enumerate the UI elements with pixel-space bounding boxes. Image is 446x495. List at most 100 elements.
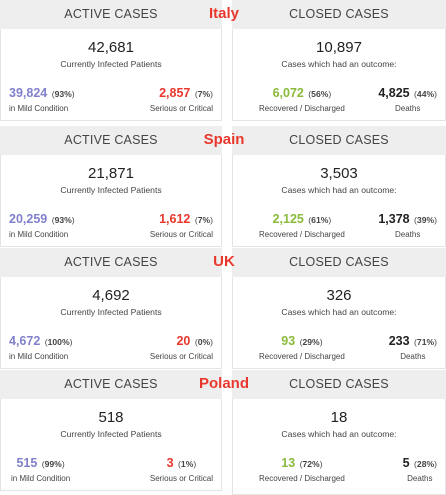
deaths-percent: 44% xyxy=(416,89,435,99)
active-cases-panel: 4,692 Currently Infected Patients 4,672 … xyxy=(0,277,222,369)
closed-cases-panel: 10,897 Cases which had an outcome: 6,072… xyxy=(232,29,446,121)
deaths-stat: 1,378 (39%) Deaths xyxy=(378,212,437,239)
deaths-count: 4,825 xyxy=(378,86,410,100)
mild-stat: 515 (99%) in Mild Condition xyxy=(11,456,71,483)
country-name: UK xyxy=(213,253,235,270)
mild-label: in Mild Condition xyxy=(11,474,71,483)
recovered-label: Recovered / Discharged xyxy=(259,352,345,361)
closed-subtitle: Cases which had an outcome: xyxy=(281,307,397,317)
mild-count: 20,259 xyxy=(9,212,48,226)
closed-total: 10,897 xyxy=(316,39,362,56)
recovered-percent: 61% xyxy=(311,215,329,225)
serious-stat: 1,612 (7%) Serious or Critical xyxy=(149,212,213,239)
closed-cases-header: CLOSED CASES xyxy=(232,248,446,277)
active-cases-header: ACTIVE CASES xyxy=(0,126,222,155)
recovered-percent: 72% xyxy=(302,459,320,469)
recovered-percent: 56% xyxy=(311,89,329,99)
recovered-stat: 93 (29%) Recovered / Discharged xyxy=(259,334,345,361)
closed-cases-panel: 3,503 Cases which had an outcome: 2,125 … xyxy=(232,155,446,247)
country-name: Italy xyxy=(208,5,239,22)
closed-total: 3,503 xyxy=(320,165,358,182)
recovered-count: 6,072 xyxy=(272,86,304,100)
active-subtitle: Currently Infected Patients xyxy=(60,307,162,317)
recovered-percent: 29% xyxy=(302,337,320,347)
closed-cases-header: CLOSED CASES xyxy=(232,0,446,29)
serious-percent: 1% xyxy=(180,459,194,469)
header-row: ACTIVE CASES CLOSED CASES Poland xyxy=(0,370,446,399)
recovered-stat: 2,125 (61%) Recovered / Discharged xyxy=(259,212,345,239)
serious-label: Serious or Critical xyxy=(149,104,213,113)
deaths-stat: 233 (71%) Deaths xyxy=(388,334,437,361)
deaths-percent: 28% xyxy=(416,459,435,469)
header-row: ACTIVE CASES CLOSED CASES Italy xyxy=(0,0,446,29)
recovered-label: Recovered / Discharged xyxy=(259,230,345,239)
mild-percent: 99% xyxy=(44,459,62,469)
serious-percent: 0% xyxy=(197,337,211,347)
active-total: 42,681 xyxy=(88,39,134,56)
deaths-count: 1,378 xyxy=(378,212,410,226)
serious-percent: 7% xyxy=(197,89,211,99)
serious-count: 2,857 xyxy=(159,86,191,100)
closed-total: 18 xyxy=(330,409,348,426)
mild-stat: 4,672 (100%) in Mild Condition xyxy=(9,334,73,361)
closed-cases-header: CLOSED CASES xyxy=(232,370,446,399)
serious-label: Serious or Critical xyxy=(149,474,213,483)
country-name: Poland xyxy=(198,375,249,392)
mild-stat: 20,259 (93%) in Mild Condition xyxy=(9,212,75,239)
deaths-count: 5 xyxy=(402,456,410,470)
active-total: 4,692 xyxy=(92,287,130,304)
active-total: 518 xyxy=(98,409,124,426)
mild-label: in Mild Condition xyxy=(9,104,69,113)
closed-subtitle: Cases which had an outcome: xyxy=(281,185,397,195)
deaths-label: Deaths xyxy=(394,230,421,239)
recovered-count: 2,125 xyxy=(272,212,304,226)
deaths-count: 233 xyxy=(388,334,410,348)
deaths-percent: 39% xyxy=(416,215,435,225)
mild-stat: 39,824 (93%) in Mild Condition xyxy=(9,86,75,113)
mild-label: in Mild Condition xyxy=(9,230,69,239)
serious-stat: 20 (0%) Serious or Critical xyxy=(149,334,213,361)
active-cases-header: ACTIVE CASES xyxy=(0,248,222,277)
deaths-label: Deaths xyxy=(394,104,421,113)
closed-total: 326 xyxy=(326,287,352,304)
deaths-label: Deaths xyxy=(400,352,426,361)
serious-percent: 7% xyxy=(197,215,211,225)
recovered-label: Recovered / Discharged xyxy=(259,474,345,483)
mild-count: 4,672 xyxy=(9,334,41,348)
mild-count: 39,824 xyxy=(9,86,48,100)
active-subtitle: Currently Infected Patients xyxy=(60,185,162,195)
header-row: ACTIVE CASES CLOSED CASES UK xyxy=(0,248,446,277)
deaths-label: Deaths xyxy=(407,474,433,483)
header-row: ACTIVE CASES CLOSED CASES Spain xyxy=(0,126,446,155)
country-name: Spain xyxy=(203,131,245,148)
closed-subtitle: Cases which had an outcome: xyxy=(281,59,397,69)
mild-percent: 93% xyxy=(54,215,72,225)
active-cases-panel: 21,871 Currently Infected Patients 20,25… xyxy=(0,155,222,247)
mild-count: 515 xyxy=(16,456,38,470)
closed-cases-panel: 326 Cases which had an outcome: 93 (29%)… xyxy=(232,277,446,369)
recovered-stat: 6,072 (56%) Recovered / Discharged xyxy=(259,86,345,113)
mild-percent: 100% xyxy=(47,337,70,347)
closed-cases-panel: 18 Cases which had an outcome: 13 (72%) … xyxy=(232,399,446,495)
deaths-percent: 71% xyxy=(416,337,435,347)
serious-count: 3 xyxy=(166,456,174,470)
active-cases-header: ACTIVE CASES xyxy=(0,0,222,29)
serious-label: Serious or Critical xyxy=(149,352,213,361)
serious-count: 20 xyxy=(176,334,191,348)
active-cases-panel: 42,681 Currently Infected Patients 39,82… xyxy=(0,29,222,121)
recovered-count: 93 xyxy=(281,334,296,348)
closed-subtitle: Cases which had an outcome: xyxy=(281,429,397,439)
closed-cases-header: CLOSED CASES xyxy=(232,126,446,155)
serious-count: 1,612 xyxy=(159,212,191,226)
active-cases-panel: 518 Currently Infected Patients 515 (99%… xyxy=(0,399,222,491)
active-total: 21,871 xyxy=(88,165,134,182)
recovered-stat: 13 (72%) Recovered / Discharged xyxy=(259,456,345,483)
mild-label: in Mild Condition xyxy=(9,352,69,361)
active-subtitle: Currently Infected Patients xyxy=(60,59,162,69)
recovered-count: 13 xyxy=(281,456,296,470)
active-cases-header: ACTIVE CASES xyxy=(0,370,222,399)
serious-stat: 3 (1%) Serious or Critical xyxy=(149,456,213,483)
serious-stat: 2,857 (7%) Serious or Critical xyxy=(149,86,213,113)
serious-label: Serious or Critical xyxy=(149,230,213,239)
